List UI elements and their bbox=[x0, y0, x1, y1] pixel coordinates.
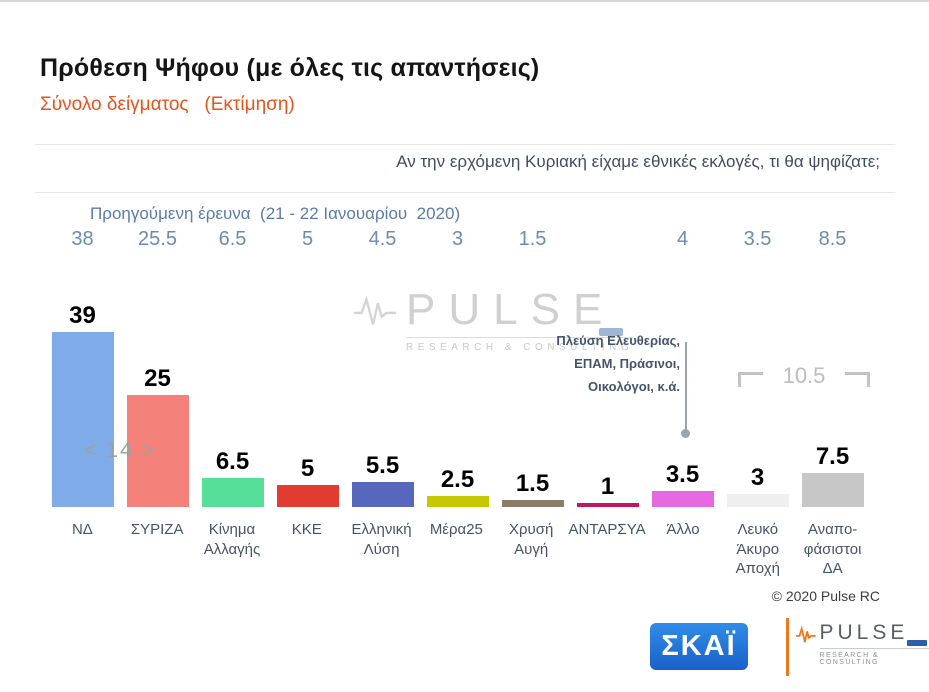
bar-value-label-9: 3 bbox=[750, 463, 765, 491]
category-label-5: Μέρα25 bbox=[429, 521, 483, 538]
bar-column-1: 25 bbox=[120, 270, 195, 507]
pulse-logo-divider bbox=[819, 648, 929, 650]
bar-value-label-6: 1.5 bbox=[515, 470, 550, 498]
survey-question: Αν την ερχόμενη Κυριακή είχαμε εθνικές ε… bbox=[396, 152, 880, 171]
bar-column-4: 5.5 bbox=[345, 270, 420, 507]
bar-column-6: 1.5 bbox=[495, 270, 570, 507]
category-label-4: Ελληνική Λύση bbox=[351, 521, 412, 558]
category-label-3: ΚΚΕ bbox=[291, 521, 322, 538]
pulse-watermark: PULSE RESEARCH & CONSULTING bbox=[352, 285, 634, 354]
bar-value-label-0: 39 bbox=[69, 301, 96, 329]
page-subtitle: Σύνολο δείγματος (Εκτίμηση) bbox=[40, 94, 295, 115]
previous-value-0: 38 bbox=[71, 228, 94, 250]
logo-divider bbox=[786, 618, 789, 676]
previous-value-3: 5 bbox=[301, 228, 314, 250]
bar-value-label-4: 5.5 bbox=[365, 452, 400, 480]
category-label-0: ΝΔ bbox=[71, 521, 93, 538]
pulse-logo-waveform-icon bbox=[795, 625, 816, 643]
previous-value-5: 3 bbox=[451, 228, 464, 250]
bar-4 bbox=[351, 482, 414, 507]
pulse-logo-wordmark: PULSE bbox=[820, 621, 929, 647]
gridline bbox=[35, 144, 895, 145]
pulse-logo-blue-mark bbox=[907, 640, 927, 647]
bracket-left-corner bbox=[738, 372, 763, 387]
bar-8 bbox=[651, 491, 714, 507]
bar-1 bbox=[126, 394, 189, 507]
bar-value-label-3: 5 bbox=[300, 454, 315, 482]
bar-2 bbox=[201, 477, 264, 507]
category-label-6: Χρυσή Αυγή bbox=[508, 521, 554, 558]
bar-5 bbox=[426, 495, 489, 507]
previous-value-10: 8.5 bbox=[818, 228, 847, 250]
bar-column-9: 3 bbox=[720, 270, 795, 507]
previous-value-2: 6.5 bbox=[218, 228, 247, 250]
bar-column-7: 1 bbox=[570, 270, 645, 507]
bar-column-10: 7.5 bbox=[795, 270, 870, 507]
skai-logo: ΣΚΑΪ bbox=[650, 623, 748, 670]
watermark-tagline: RESEARCH & CONSULTING bbox=[406, 342, 634, 354]
previous-value-9: 3.5 bbox=[743, 228, 772, 250]
pulse-logo-text: PULSE RESEARCH & CONSULTING bbox=[819, 621, 929, 667]
bar-column-3: 5 bbox=[270, 270, 345, 507]
category-label-8: Άλλο bbox=[666, 521, 700, 538]
bar-value-label-10: 7.5 bbox=[815, 443, 850, 471]
bar-0 bbox=[51, 331, 114, 507]
previous-value-8: 4 bbox=[676, 228, 689, 250]
bar-column-0: 39 bbox=[45, 270, 120, 507]
previous-value-7 bbox=[570, 228, 645, 251]
previous-survey-label: Προηγούμενη έρευνα (21 - 22 Ιανουαρίου 2… bbox=[90, 204, 461, 223]
gridline bbox=[35, 192, 895, 193]
skai-logo-text: ΣΚΑΪ bbox=[661, 630, 737, 662]
previous-values-row: 38 25.5 6.5 5 4.5 3 1.5 4 3.5 8.5 bbox=[45, 228, 870, 251]
bar-value-label-7: 1 bbox=[600, 472, 615, 500]
previous-value-1: 25.5 bbox=[138, 228, 177, 250]
note-pointer-line bbox=[685, 342, 687, 430]
watermark-wordmark: PULSE bbox=[406, 285, 633, 337]
category-label-10: Αναπο- φάσιστοι ΔΑ bbox=[803, 521, 862, 577]
note-pointer-dot bbox=[681, 429, 690, 438]
pulse-waveform-icon bbox=[353, 295, 397, 325]
bar-9 bbox=[726, 493, 789, 507]
category-label-9: Λευκό Άκυρο Αποχή bbox=[735, 521, 780, 577]
bar-10 bbox=[801, 473, 864, 507]
bar-column-2: 6.5 bbox=[195, 270, 270, 507]
pulse-logo: PULSE RESEARCH & CONSULTING bbox=[795, 621, 929, 666]
previous-value-4: 4.5 bbox=[368, 228, 397, 250]
bar-7 bbox=[576, 502, 639, 507]
bar-value-label-1: 25 bbox=[144, 364, 171, 392]
bar-column-5: 2.5 bbox=[420, 270, 495, 507]
lead-gap-annotation: < 14 > bbox=[84, 439, 156, 462]
sum-bracket: 10.5 bbox=[738, 365, 870, 387]
bar-3 bbox=[276, 484, 339, 507]
pulse-blue-mark bbox=[599, 328, 624, 337]
bar-value-label-2: 6.5 bbox=[215, 447, 250, 475]
bar-chart: 39 25 6.5 5 5.5 2.5 1.5 1 3.5 3 7.5 bbox=[45, 270, 870, 507]
pulse-logo-tagline: RESEARCH & CONSULTING bbox=[819, 652, 880, 667]
category-label-1: ΣΥΡΙΖΑ bbox=[130, 521, 184, 538]
watermark-text: PULSE RESEARCH & CONSULTING bbox=[406, 285, 634, 354]
bar-column-8: 3.5 bbox=[645, 270, 720, 507]
watermark-divider bbox=[406, 337, 634, 339]
page-title: Πρόθεση Ψήφου (με όλες τις απαντήσεις) bbox=[40, 54, 540, 82]
bracket-sum-value: 10.5 bbox=[782, 363, 826, 388]
bar-value-label-5: 2.5 bbox=[440, 465, 475, 493]
category-label-7: ΑΝΤΑΡΣΥΑ bbox=[568, 521, 646, 538]
bar-value-label-8: 3.5 bbox=[665, 461, 700, 489]
bracket-right-corner bbox=[844, 372, 870, 387]
other-parties-note: Πλεύση Ελευθερίας, ΕΠΑΜ, Πράσινοι, Οικολ… bbox=[556, 333, 680, 394]
copyright: © 2020 Pulse RC bbox=[771, 588, 880, 604]
previous-value-6: 1.5 bbox=[518, 228, 547, 250]
bar-6 bbox=[501, 500, 564, 507]
category-row: ΝΔ ΣΥΡΙΖΑ Κίνημα Αλλαγής ΚΚΕ Ελληνική Λύση Μέ… bbox=[45, 520, 870, 579]
category-label-2: Κίνημα Αλλαγής bbox=[203, 521, 261, 558]
